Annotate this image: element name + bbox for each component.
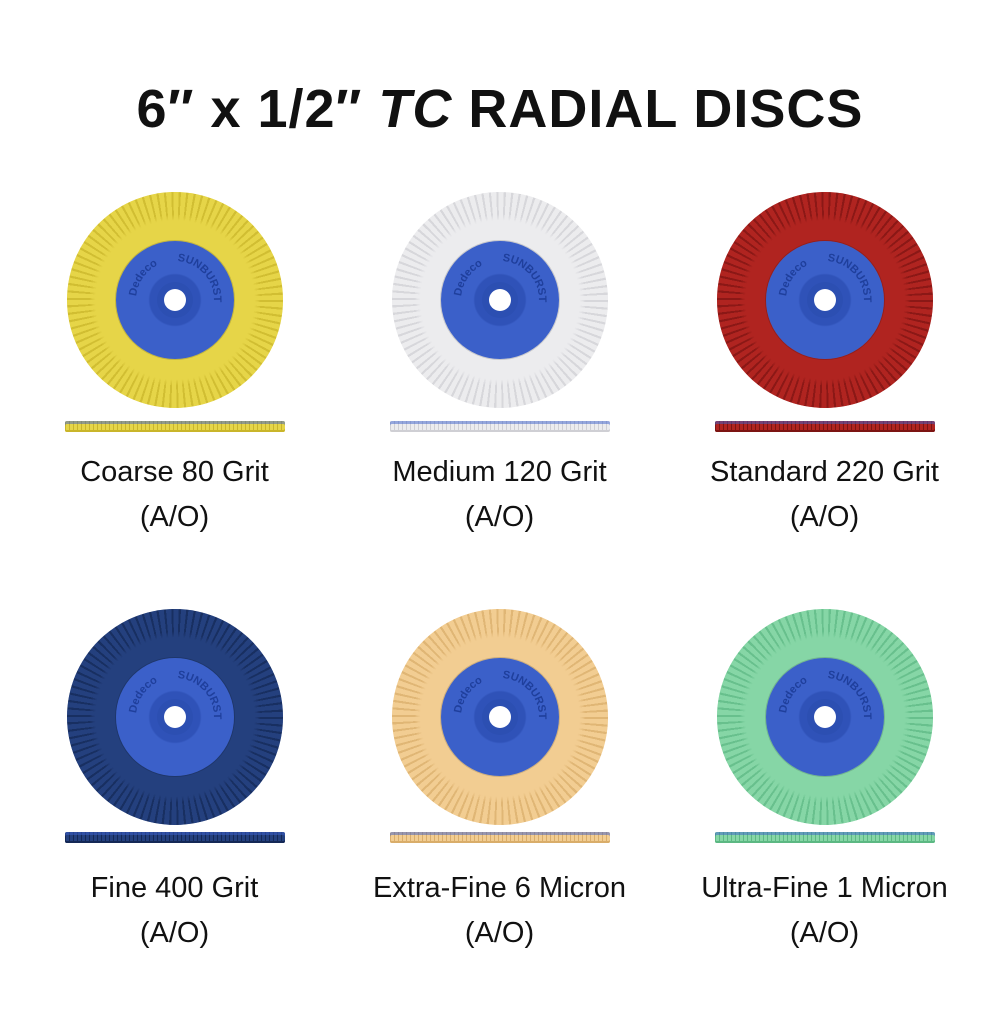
disc-edge-view xyxy=(389,832,610,843)
disc-product: Dedeco SUNBURST Coarse 80 Grit (A/O) xyxy=(12,192,337,612)
disc-product: Dedeco SUNBURST Medium 120 Grit (A/O) xyxy=(337,192,662,612)
disc-product: Dedeco SUNBURST Standard 220 Grit (A/O) xyxy=(662,192,987,612)
arbor-hole xyxy=(813,289,836,311)
disc-edge-view xyxy=(714,832,935,843)
arbor-hole xyxy=(488,289,511,311)
svg-text:Dedeco: Dedeco xyxy=(777,257,809,297)
disc-edge-view xyxy=(64,832,285,843)
disc-material-label: (A/O) xyxy=(789,917,860,949)
radial-disc-image: Dedeco SUNBURST xyxy=(66,192,283,408)
disc-material-label: (A/O) xyxy=(464,501,535,533)
disc-grit-label: Standard 220 Grit xyxy=(710,456,939,488)
hub: Dedeco SUNBURST xyxy=(115,241,234,359)
page-title: 6″ x 1/2″ TC RADIAL DISCS xyxy=(136,79,864,139)
hub: Dedeco SUNBURST xyxy=(440,658,559,776)
disc-material-label: (A/O) xyxy=(139,917,210,949)
disc-edge-view xyxy=(64,421,285,432)
radial-disc-image: Dedeco SUNBURST xyxy=(391,609,608,825)
disc-grit-label: Extra-Fine 6 Micron xyxy=(372,872,626,904)
disc-material-label: (A/O) xyxy=(789,501,860,533)
hub: Dedeco SUNBURST xyxy=(115,658,234,776)
disc-product: Dedeco SUNBURST Extra-Fine 6 Micron (A/O… xyxy=(337,609,662,1029)
arbor-hole xyxy=(163,706,186,728)
svg-text:Dedeco: Dedeco xyxy=(127,674,159,714)
disc-grit-label: Ultra-Fine 1 Micron xyxy=(701,872,948,904)
disc-grit-label: Coarse 80 Grit xyxy=(80,456,269,488)
radial-disc-image: Dedeco SUNBURST xyxy=(66,609,283,825)
disc-edge-view xyxy=(714,421,935,432)
disc-edge-view xyxy=(389,421,610,432)
svg-text:Dedeco: Dedeco xyxy=(452,674,484,714)
svg-text:Dedeco: Dedeco xyxy=(777,674,809,714)
radial-disc-image: Dedeco SUNBURST xyxy=(391,192,608,408)
disc-product: Dedeco SUNBURST Ultra-Fine 1 Micron (A/O… xyxy=(662,609,987,1029)
arbor-hole xyxy=(813,706,836,728)
disc-material-label: (A/O) xyxy=(464,917,535,949)
disc-grit-label: Medium 120 Grit xyxy=(392,456,607,488)
radial-disc-image: Dedeco SUNBURST xyxy=(716,609,933,825)
radial-disc-image: Dedeco SUNBURST xyxy=(716,192,933,408)
arbor-hole xyxy=(163,289,186,311)
svg-text:Dedeco: Dedeco xyxy=(452,257,484,297)
hub: Dedeco SUNBURST xyxy=(765,658,884,776)
arbor-hole xyxy=(488,706,511,728)
svg-text:Dedeco: Dedeco xyxy=(127,257,159,297)
disc-product: Dedeco SUNBURST Fine 400 Grit (A/O) xyxy=(12,609,337,1029)
disc-material-label: (A/O) xyxy=(139,501,210,533)
hub: Dedeco SUNBURST xyxy=(440,241,559,359)
hub: Dedeco SUNBURST xyxy=(765,241,884,359)
disc-grit-label: Fine 400 Grit xyxy=(90,872,259,904)
